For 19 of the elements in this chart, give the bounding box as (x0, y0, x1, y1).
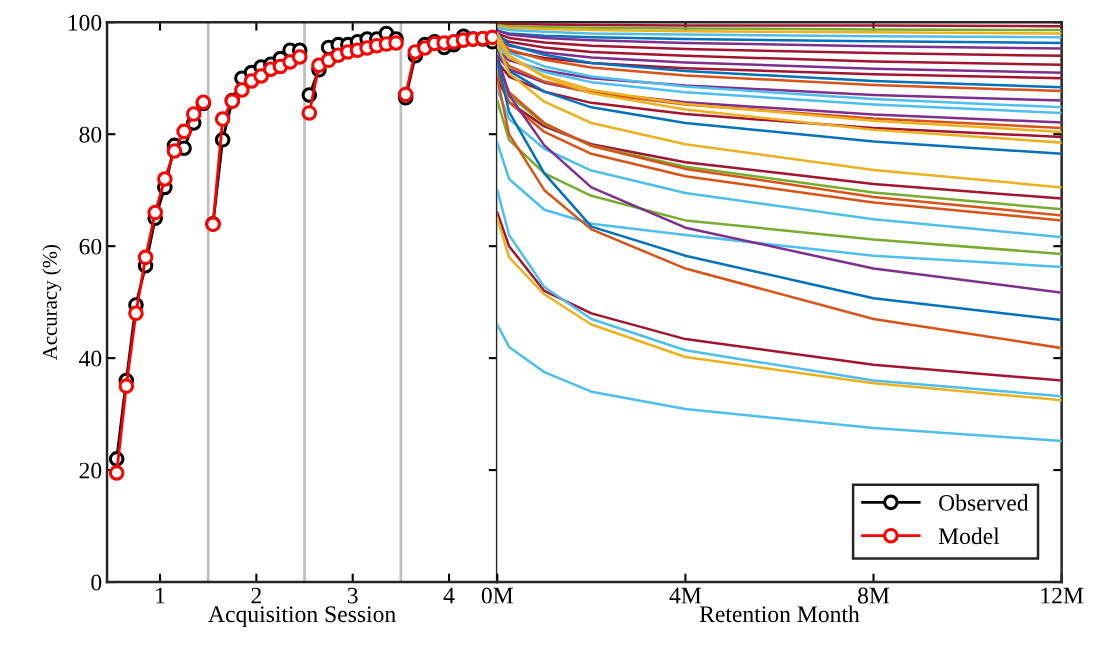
x-tick-label: 4M (669, 587, 702, 604)
y-tick-label: 0 (91, 574, 102, 591)
legend-label: Observed (939, 494, 1029, 511)
y-tick-label: 80 (79, 126, 102, 143)
legend-label: Model (938, 527, 1000, 545)
x-tick-label: 3 (347, 587, 358, 604)
y-tick-label: 60 (79, 238, 102, 255)
y-tick-label: 100 (68, 14, 102, 31)
x-tick-label: 12M (1041, 587, 1084, 604)
y-axis-title: Accuracy (%) (42, 244, 62, 361)
x-tick-label: 4 (443, 587, 455, 604)
x-tick-label: 1 (156, 587, 165, 604)
x-axis-title: Retention Month (699, 605, 860, 623)
y-tick-label: 40 (79, 350, 102, 367)
x-tick-label: 8M (858, 587, 890, 604)
x-axis-title: Acquisition Session (208, 606, 396, 627)
y-tick-label: 20 (79, 462, 102, 479)
x-tick-label: 2 (251, 587, 261, 604)
x-tick-label: 0M (481, 587, 513, 604)
